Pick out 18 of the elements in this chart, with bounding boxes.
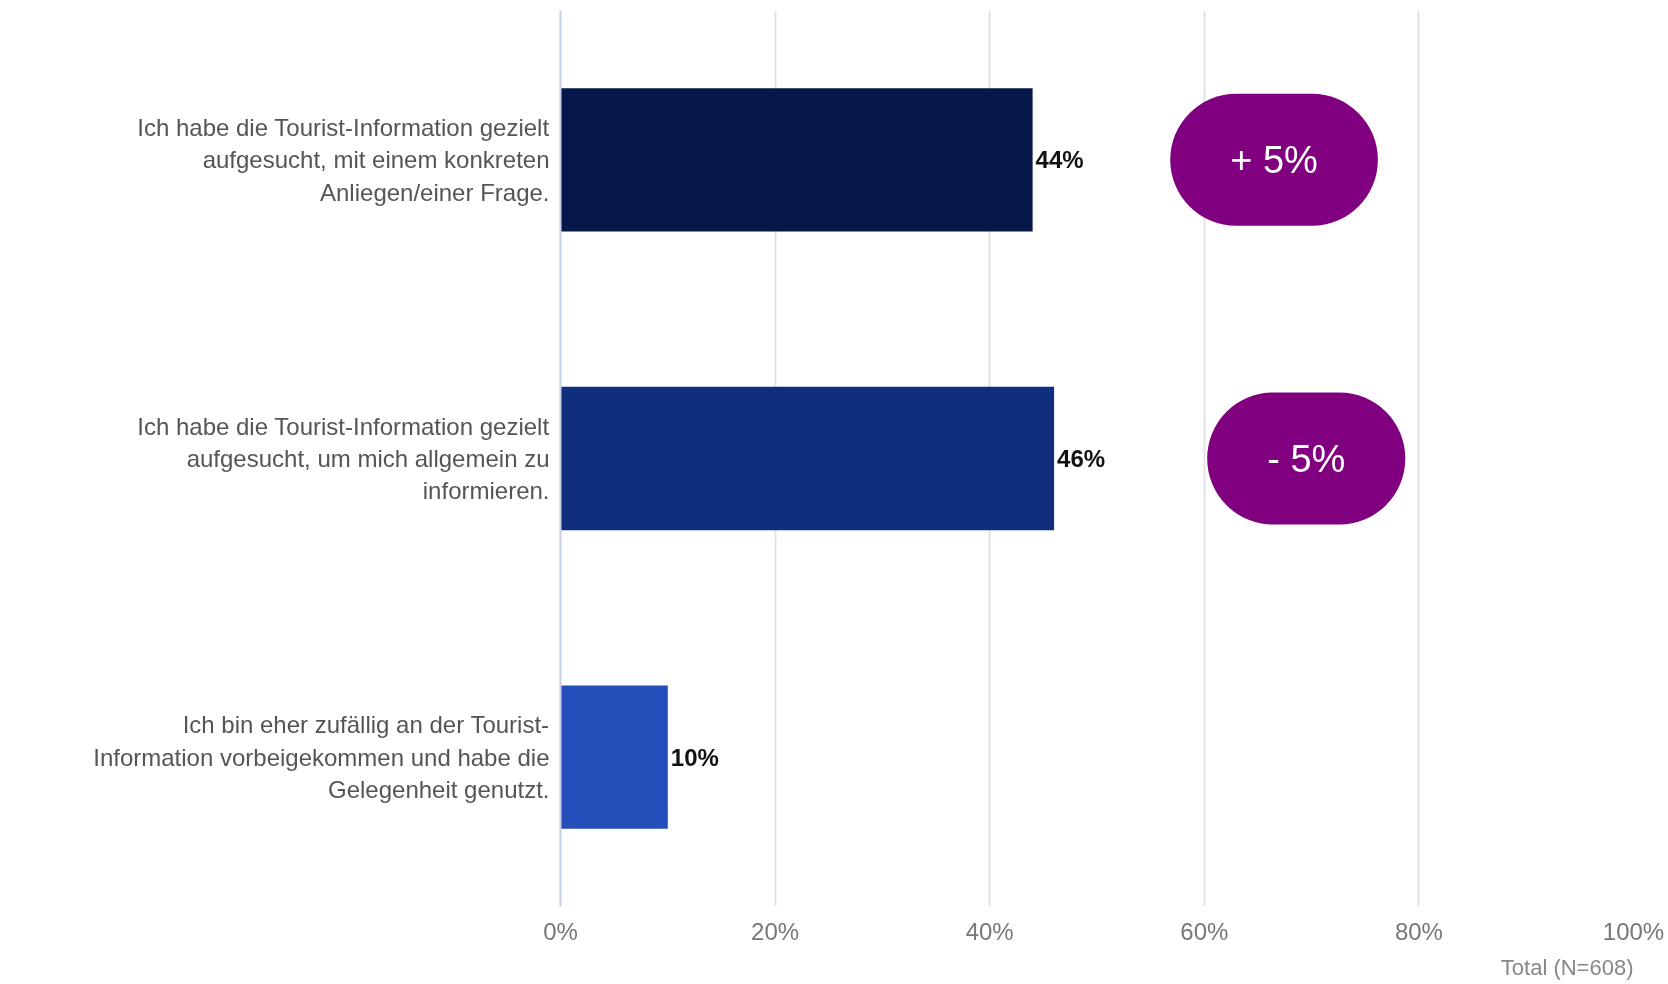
text: Total (N=608)	[1500, 954, 1634, 980]
y-tick-label: Ich bin eher zufällig an der Tourist-Information vorbeigekommen und habe die Gelegenheit genutzt.	[93, 711, 550, 804]
annotation: + 5%	[1230, 138, 1318, 181]
x-tick-label: 40%	[965, 917, 1014, 945]
y-tick-label: Ich habe die Tourist-Information gezielt aufgesucht, um mich allgemein zu informieren.	[137, 412, 550, 505]
bar	[560, 386, 1055, 531]
x-tick-label: 0%	[543, 917, 578, 945]
bar	[560, 685, 668, 829]
data-label: 10%	[670, 743, 719, 771]
annotation: - 5%	[1267, 437, 1346, 480]
x-tick-label: 20%	[751, 917, 800, 945]
bar	[560, 88, 1033, 232]
x-tick-label: 100%	[1602, 917, 1665, 945]
data-label: 44%	[1035, 146, 1084, 174]
data-label: 46%	[1057, 445, 1106, 472]
x-tick-label: 80%	[1394, 917, 1443, 945]
y-tick-label: Ich habe die Tourist-Information gezielt aufgesucht, mit einem konkreten Anliegen/einer Frage.	[137, 113, 550, 206]
x-tick-label: 60%	[1180, 917, 1229, 945]
